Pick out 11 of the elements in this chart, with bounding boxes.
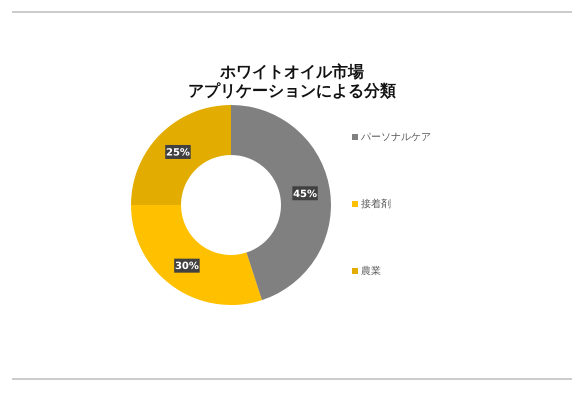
data-label: 25% bbox=[166, 147, 190, 158]
donut-slice bbox=[231, 105, 331, 300]
donut-slice bbox=[131, 105, 231, 205]
legend-label: パーソナルケア bbox=[360, 132, 431, 143]
chart-subtitle: アプリケーションによる分類 bbox=[188, 81, 396, 100]
data-label: 45% bbox=[293, 188, 318, 200]
data-label: 30% bbox=[174, 261, 199, 272]
legend-label: 農業 bbox=[361, 265, 381, 277]
chart-title: ホワイトオイル市場 bbox=[219, 62, 364, 81]
donut-slice bbox=[131, 205, 262, 305]
legend-label: 接着剤 bbox=[361, 198, 391, 210]
